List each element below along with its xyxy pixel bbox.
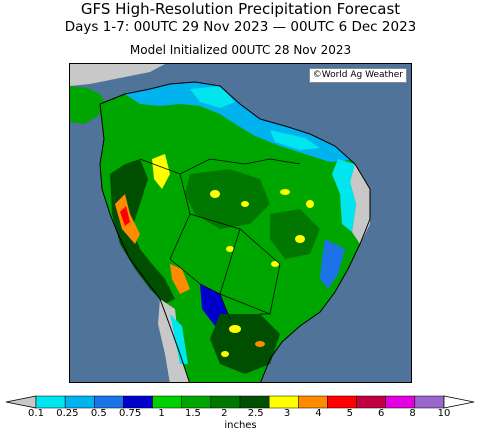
colorbar-tick-label: 8 — [409, 408, 416, 419]
central-brazil-heavy-precip — [270, 209, 320, 259]
colorbar-swatch — [94, 395, 124, 409]
precip-cell — [306, 200, 314, 208]
very-low-precip-north — [190, 86, 235, 108]
precip-cell — [221, 351, 229, 357]
precip-cell — [255, 341, 265, 347]
central-america-land — [70, 86, 106, 124]
colorbar-tick-label: 0.5 — [90, 408, 107, 419]
colorbar-tick-label: 0.25 — [56, 408, 79, 419]
map-graphic — [70, 64, 411, 382]
land-north-dry — [70, 64, 165, 86]
low-precip-west — [170, 314, 188, 364]
precip-cell — [241, 201, 249, 207]
coastline — [99, 81, 371, 382]
precip-cell — [295, 235, 305, 243]
colorbar-tick-label: 1 — [158, 408, 165, 419]
colorbar-over-triangle — [443, 395, 475, 409]
colorbar-swatch — [64, 395, 95, 409]
precip-cell — [280, 189, 290, 195]
colorbar-swatch — [152, 395, 182, 409]
country-borders — [139, 158, 301, 320]
low-precip-northeast — [332, 159, 356, 232]
colorbar-swatch — [123, 395, 153, 409]
colorbar-swatch — [268, 395, 299, 409]
colorbar-swatch — [35, 395, 66, 409]
colorbar-swatch — [327, 395, 357, 409]
heavy-precip-south — [210, 314, 280, 374]
colorbar-under-triangle — [5, 395, 37, 409]
colorbar-swatch — [414, 395, 445, 409]
dry-northeast — [350, 164, 370, 244]
forecast-period: Days 1-7: 00UTC 29 Nov 2023 — 00UTC 6 De… — [64, 19, 417, 35]
colorbar-swatch — [385, 395, 416, 409]
precip-cell — [271, 261, 279, 267]
colorbar-tick-label: 10 — [437, 408, 451, 419]
colorbar-tick-label: 2.5 — [247, 408, 264, 419]
precip-cell — [210, 190, 220, 198]
heavy-precip-colombia — [152, 154, 170, 189]
colorbar-tick-label: 5 — [346, 408, 354, 419]
colorbar-tick-label: 0.75 — [119, 408, 142, 419]
colorbar-tick-label: 6 — [378, 408, 385, 419]
colorbar — [5, 395, 475, 409]
extreme-precip-andes — [120, 206, 130, 226]
colorbar-units: inches — [224, 420, 257, 431]
heavy-precip-bolivia — [170, 264, 190, 294]
amazon-heavy-precip — [185, 169, 270, 229]
very-low-precip-coast — [270, 130, 320, 150]
low-precip-southeast — [320, 239, 345, 289]
precip-cell — [229, 325, 241, 333]
colorbar-tick-label: 2 — [221, 408, 228, 419]
precip-cell — [226, 246, 234, 252]
colorbar-swatch — [181, 395, 212, 409]
colorbar-swatch — [298, 395, 328, 409]
colorbar-swatch — [210, 395, 241, 409]
heavy-precip-andes — [110, 159, 175, 304]
colorbar-swatch — [239, 395, 270, 409]
precipitation-map: ©World Ag Weather — [69, 63, 412, 383]
map-title: GFS High-Resolution Precipitation Foreca… — [80, 0, 401, 18]
colorbar-tick-label: 3 — [283, 408, 291, 419]
colorbar-tick-label: 4 — [315, 408, 322, 419]
colorbar-tick-label: 0.1 — [28, 408, 44, 419]
model-init-time: Model Initialized 00UTC 28 Nov 2023 — [129, 43, 352, 57]
credit-label: ©World Ag Weather — [308, 68, 407, 83]
colorbar-swatch — [356, 395, 386, 409]
colorbar-tick-label: 1.5 — [184, 408, 201, 419]
